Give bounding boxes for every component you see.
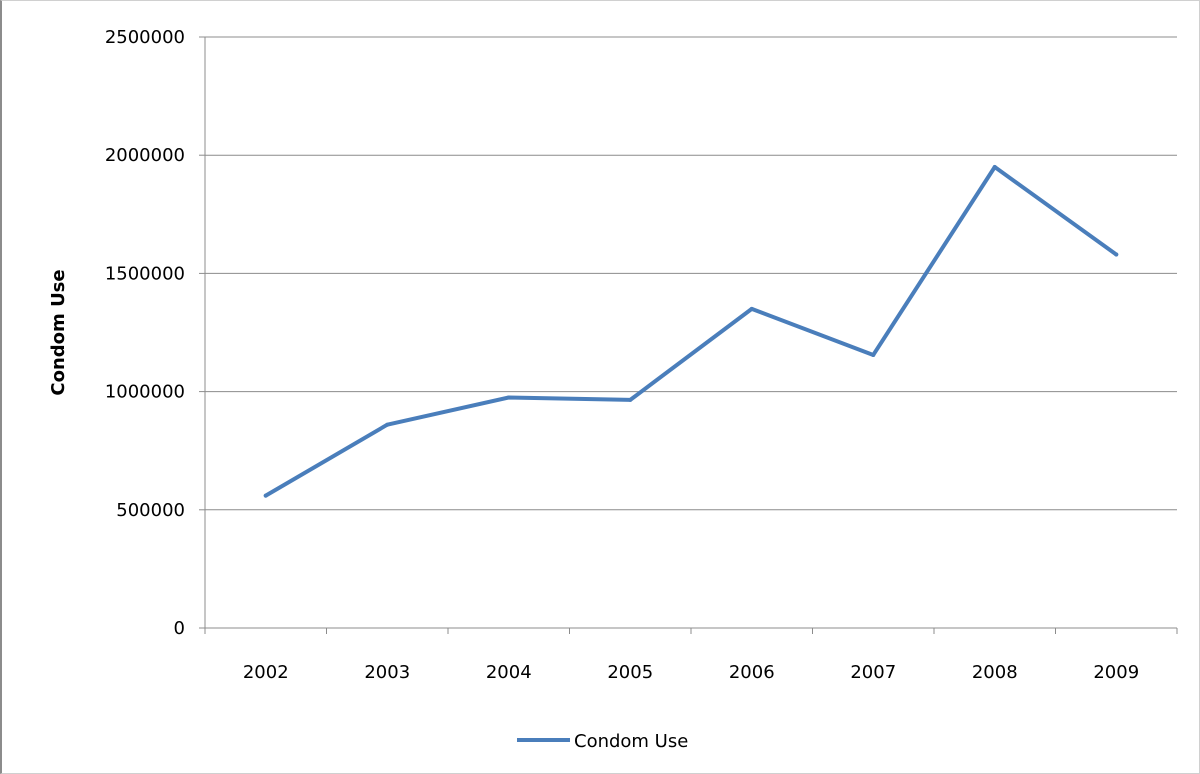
- series-line: [263, 165, 1119, 498]
- y-tick-label: 2000000: [105, 145, 185, 166]
- axes: [199, 36, 1178, 634]
- series-points: [263, 165, 1119, 498]
- data-point: [385, 422, 390, 427]
- data-point: [749, 306, 754, 311]
- series-lines: [263, 165, 1119, 498]
- legend-label: Condom Use: [574, 731, 688, 752]
- y-tick-label: 1000000: [105, 382, 185, 403]
- x-tick-label: 2007: [850, 662, 896, 683]
- legend: Condom Use: [517, 731, 688, 752]
- data-point: [263, 493, 268, 498]
- x-tick-label: 2003: [364, 662, 410, 683]
- y-tick-label: 500000: [116, 500, 185, 521]
- data-point: [628, 397, 633, 402]
- x-tick-label: 2004: [486, 662, 532, 683]
- x-tick-label: 2009: [1093, 662, 1139, 683]
- y-tick-label: 2500000: [105, 27, 185, 48]
- data-point: [1114, 252, 1119, 257]
- x-tick-label: 2008: [972, 662, 1018, 683]
- y-tick-label: 0: [174, 618, 185, 639]
- data-point: [506, 395, 511, 400]
- data-point: [992, 165, 997, 170]
- gridlines: [205, 36, 1177, 511]
- x-tick-label: 2005: [607, 662, 653, 683]
- x-tick-label: 2006: [729, 662, 775, 683]
- data-point: [871, 352, 876, 357]
- x-tick-label: 2002: [243, 662, 289, 683]
- y-axis-ticks: 0 500000 1000000 1500000 2000000 2500000: [105, 27, 185, 639]
- y-tick-label: 1500000: [105, 263, 185, 284]
- x-axis-ticks: 2002 2003 2004 2005 2006 2007 2008 2009: [243, 662, 1139, 683]
- y-axis-title: Condom Use: [48, 269, 69, 395]
